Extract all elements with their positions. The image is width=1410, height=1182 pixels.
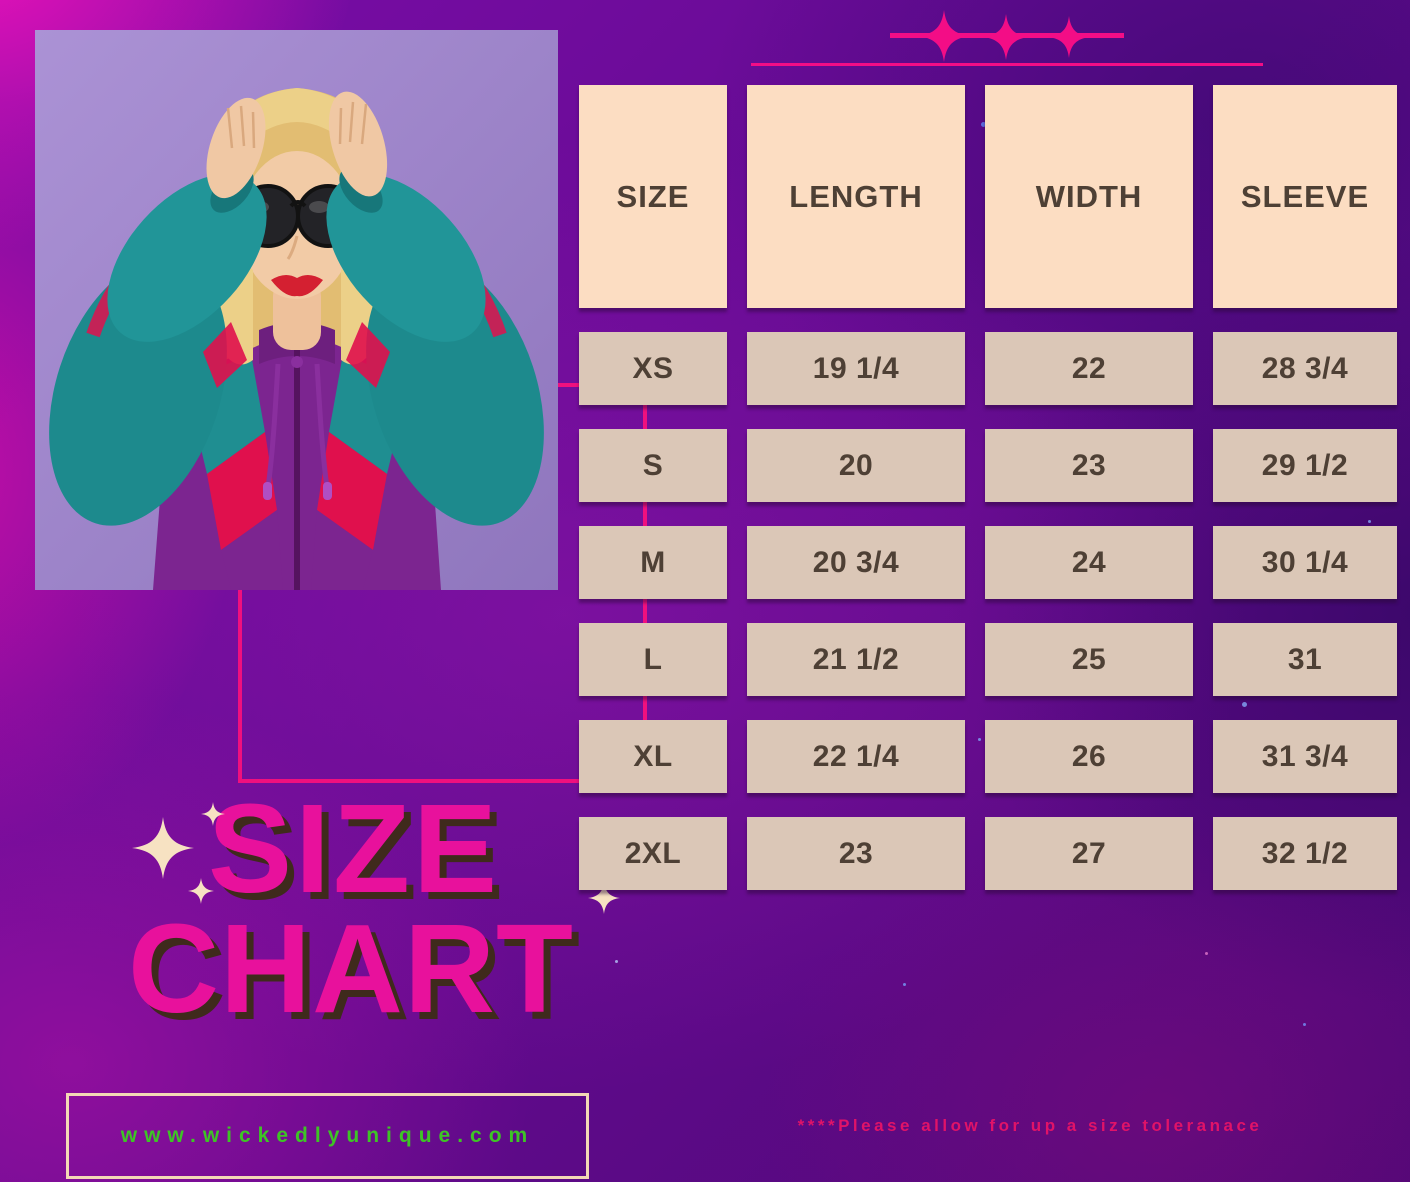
thin-pink-underline xyxy=(751,63,1263,66)
measurement-cell: 27 xyxy=(985,817,1193,890)
header-cell-size: SIZE xyxy=(579,85,727,308)
model-photo xyxy=(35,30,558,590)
measurement-cell: 25 xyxy=(985,623,1193,696)
measurement-cell: 32 1/2 xyxy=(1213,817,1397,890)
measurement-cell: 23 xyxy=(747,817,965,890)
measurement-cell: 24 xyxy=(985,526,1193,599)
header-cell-sleeve: SLEEVE xyxy=(1213,85,1397,308)
sparkle-icon xyxy=(132,817,194,879)
size-label-cell: XL xyxy=(579,720,727,793)
sparkle-icon xyxy=(918,10,970,62)
sparkle-icon xyxy=(201,802,225,826)
measurement-cell: 20 3/4 xyxy=(747,526,965,599)
size-label-cell: XS xyxy=(579,332,727,405)
sparkle-icon xyxy=(188,878,214,904)
website-url: www.wickedlyunique.com xyxy=(120,1124,535,1147)
sparkle-icon xyxy=(1048,16,1090,58)
measurement-cell: 30 1/4 xyxy=(1213,526,1397,599)
size-label-cell: M xyxy=(579,526,727,599)
header-cell-width: WIDTH xyxy=(985,85,1193,308)
title-size: SIZE xyxy=(208,778,501,919)
measurement-cell: 29 1/2 xyxy=(1213,429,1397,502)
measurement-cell: 26 xyxy=(985,720,1193,793)
measurement-cell: 22 xyxy=(985,332,1193,405)
measurement-cell: 20 xyxy=(747,429,965,502)
sparkle-icon xyxy=(588,882,620,914)
website-box: www.wickedlyunique.com xyxy=(66,1093,589,1179)
size-tolerance-disclaimer: ****Please allow for up a size toleranac… xyxy=(797,1116,1263,1135)
sparkle-icon xyxy=(983,14,1029,60)
measurement-cell: 22 1/4 xyxy=(747,720,965,793)
header-cell-length: LENGTH xyxy=(747,85,965,308)
measurement-cell: 19 1/4 xyxy=(747,332,965,405)
measurement-cell: 23 xyxy=(985,429,1193,502)
top-sparkle-divider xyxy=(890,10,1124,64)
measurement-cell: 31 3/4 xyxy=(1213,720,1397,793)
size-label-cell: 2XL xyxy=(579,817,727,890)
measurement-cell: 28 3/4 xyxy=(1213,332,1397,405)
measurement-cell: 21 1/2 xyxy=(747,623,965,696)
size-label-cell: L xyxy=(579,623,727,696)
size-table: SIZE LENGTH WIDTH SLEEVE XS 19 1/4 22 28 3/4 S 20… xyxy=(579,85,1397,890)
woman-in-80s-windbreaker-illustration xyxy=(35,30,558,590)
title-chart: CHART xyxy=(128,898,574,1039)
size-label-cell: S xyxy=(579,429,727,502)
measurement-cell: 31 xyxy=(1213,623,1397,696)
